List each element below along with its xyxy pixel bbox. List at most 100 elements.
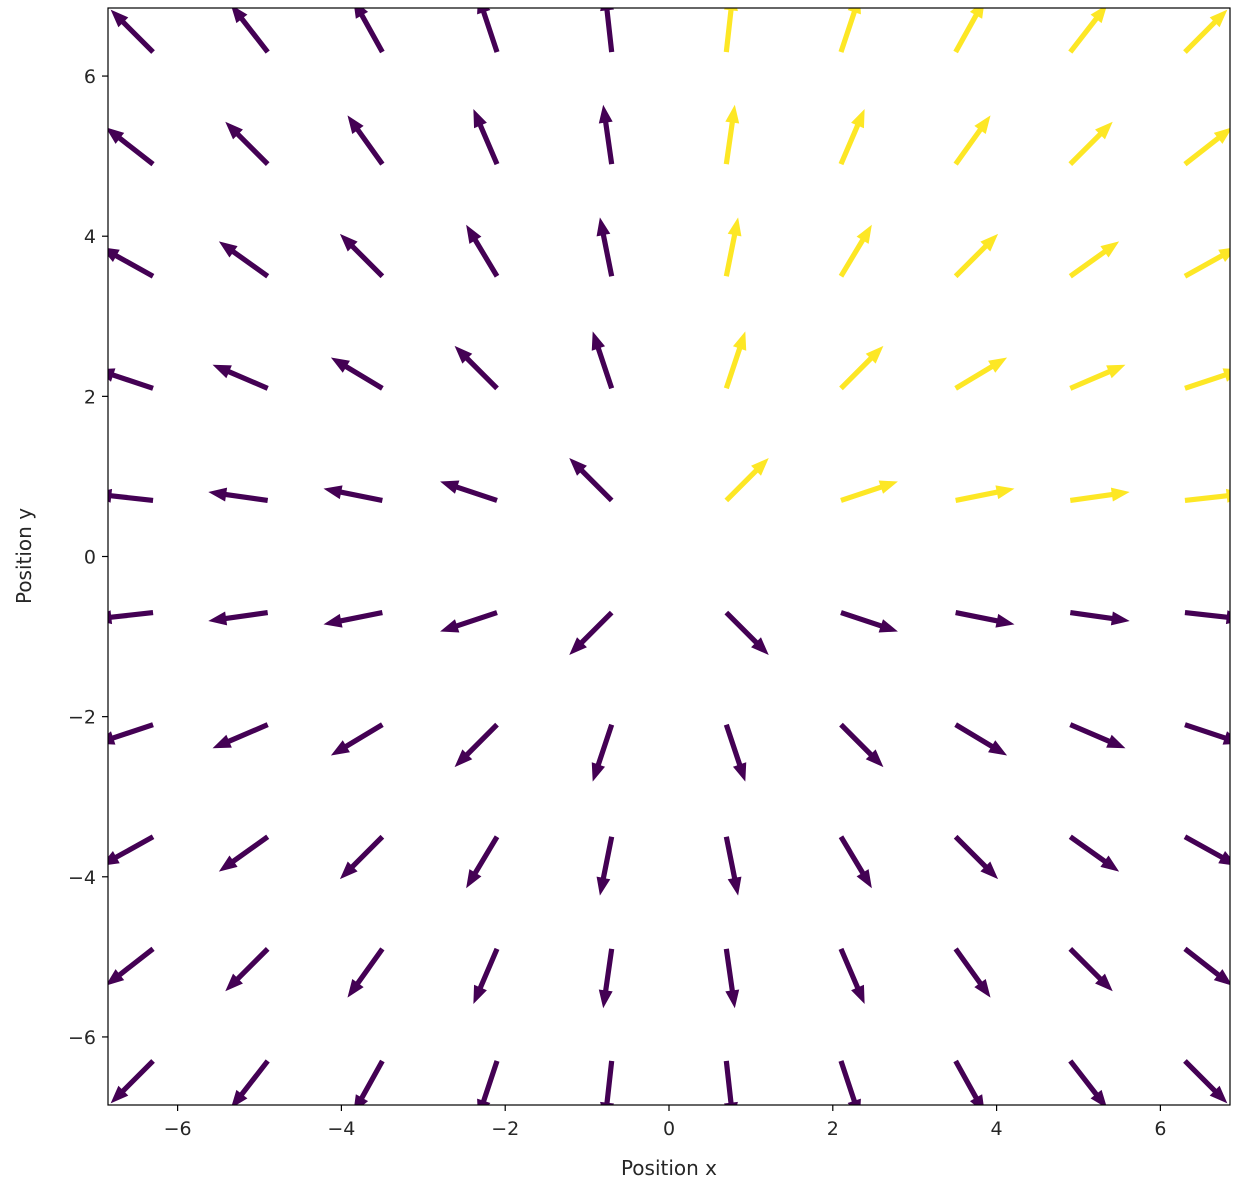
vector-arrow [473,108,500,166]
vector-arrow [218,834,270,872]
vector-arrow [208,609,269,626]
vector-arrow [473,947,500,1005]
vector-arrow [108,128,155,167]
vector-arrow [1183,248,1230,279]
vector-arrow [354,8,385,54]
vector-arrow [1184,609,1230,625]
vector-arrow [600,8,615,53]
y-tick-label: −6 [68,1027,96,1049]
vector-arrow [723,1060,738,1105]
vector-arrow [323,610,383,628]
vector-arrow [839,722,884,768]
y-tick-label: −4 [68,867,96,889]
vector-arrow [1183,1059,1228,1104]
vector-arrow [954,357,1008,391]
vector-arrow [231,8,270,54]
vector-arrow [1183,128,1230,167]
vector-arrow [723,104,740,165]
vector-arrow [208,487,269,504]
vector-arrow [600,1060,615,1105]
vector-arrow [838,947,865,1005]
vector-arrow [108,722,154,745]
x-tick-label: −2 [491,1118,519,1140]
vector-arrow [454,345,499,391]
vector-arrow [723,723,747,782]
vector-arrow [212,722,269,749]
vector-arrow [723,836,742,896]
vector-arrow [477,1060,500,1105]
x-tick-label: −6 [164,1118,192,1140]
vector-arrow [953,233,999,279]
vector-arrow [110,1059,155,1104]
vector-arrow [108,609,154,625]
x-tick-label: 6 [1154,1118,1166,1140]
y-axis: −6 −4 −2 0 2 4 6 [68,66,108,1049]
vector-arrow [840,480,898,503]
vector-arrow [954,722,1008,756]
y-tick-label: 2 [84,386,96,408]
vector-arrow [339,834,385,880]
vector-arrow [108,834,155,865]
x-tick-label: 4 [991,1118,1003,1140]
vector-arrow [1184,488,1230,504]
vector-arrow [569,458,614,503]
y-axis-label: Position y [12,508,36,604]
x-axis: −6 −4 −2 0 2 4 6 [164,1105,1166,1140]
vector-arrow [723,217,742,277]
y-tick-label: 4 [84,226,96,248]
vector-arrow [1183,834,1230,865]
vector-arrow [339,233,385,279]
vector-arrow [231,1059,270,1105]
plot-area-frame [107,7,1231,1106]
x-tick-label: −4 [327,1118,355,1140]
vector-arrow [596,217,615,277]
vector-arrow [1183,946,1230,985]
vector-arrow [1184,368,1230,391]
vector-arrow [108,368,154,391]
vector-arrow [838,1060,861,1105]
vector-arrow [323,485,383,503]
vector-arrow [440,480,498,503]
vector-arrow [838,108,865,166]
vector-arrow [1183,9,1228,54]
y-tick-label: −2 [68,707,96,729]
vector-arrow [569,610,614,655]
vector-arrow [347,115,385,166]
vector-arrow [724,458,769,503]
vector-arrow [1068,947,1113,992]
vector-arrow [598,948,615,1009]
x-tick-label: 0 [663,1118,675,1140]
vector-arrow [1068,241,1120,279]
vector-arrow [330,357,384,391]
vector-arrow [1068,8,1107,54]
vector-arrow [955,610,1015,628]
vector-arrow [591,723,615,782]
vector-arrow [225,121,270,166]
vector-arrow [953,115,991,166]
vector-arrow [1069,487,1130,504]
vector-arrow [1184,722,1230,745]
vector-arrow [466,224,500,278]
vector-arrow [598,104,615,165]
vector-arrow [1069,609,1130,626]
vector-arrow [1068,834,1120,872]
vector-arrow [108,946,155,985]
vector-arrow [839,345,884,391]
vector-arrow [477,8,500,53]
x-axis-label: Position x [621,1156,717,1179]
vector-arrow [723,8,738,53]
y-tick-label: 6 [84,66,96,88]
vector-arrow [1069,722,1126,749]
y-tick-label: 0 [84,547,96,569]
vector-arrow [953,8,984,54]
vector-arrow [466,835,500,889]
vector-arrow [838,835,872,889]
vector-arrow [440,610,498,633]
vector-arrow [1069,364,1126,391]
vector-arrow [108,488,154,504]
vector-arrow [1068,1059,1107,1105]
vector-arrow [218,241,270,279]
vector-arrow [110,9,155,54]
vector-arrow [723,948,740,1009]
